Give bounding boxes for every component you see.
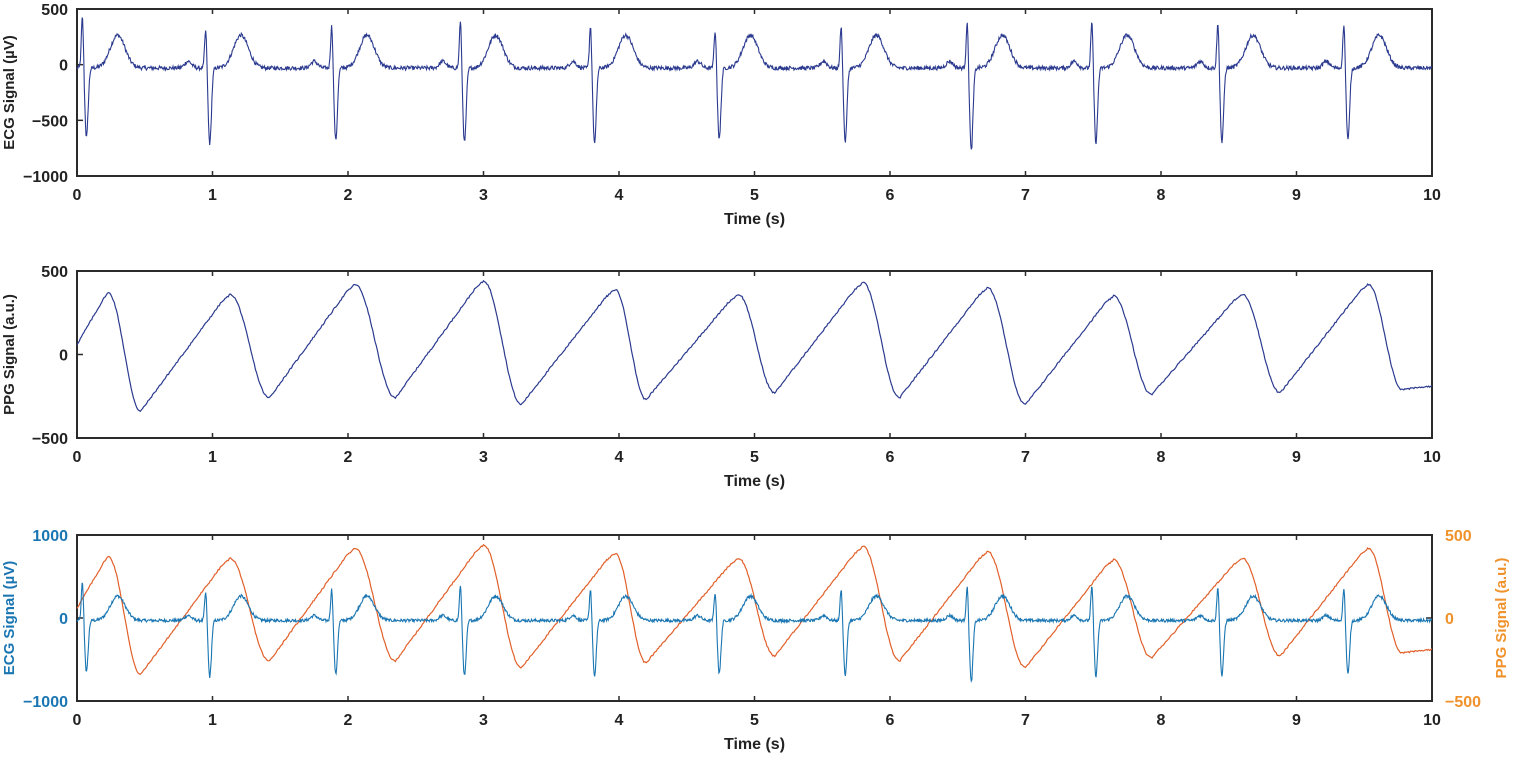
x-tick-label-3-8: 8: [1157, 712, 1166, 729]
y-right-axis-label: PPG Signal (a.u.): [1493, 558, 1510, 679]
ecg-series-line: [76, 17, 1433, 150]
x-tick-label-3-5: 5: [750, 712, 759, 729]
x-tick-label-2-4: 4: [615, 449, 624, 466]
x-tick-label-2-1: 1: [208, 449, 217, 466]
y-tick-label-3-0: 1000: [32, 528, 68, 545]
x-tick-label-1-5: 5: [750, 187, 759, 204]
x-tick-label-3-7: 7: [1021, 712, 1030, 729]
x-tick-label-2-3: 3: [479, 449, 488, 466]
x-tick-label-2-5: 5: [750, 449, 759, 466]
x-tick-label-2-9: 9: [1292, 449, 1301, 466]
x-tick-label-1-0: 0: [73, 187, 82, 204]
y-tick-label-3-2: −1000: [23, 694, 68, 711]
y-axis-label-2: PPG Signal (a.u.): [1, 294, 18, 415]
x-axis-label-2: Time (s): [724, 473, 785, 490]
overlay-ppg-series-line: [76, 543, 1433, 676]
x-axis-label-3: Time (s): [724, 736, 785, 753]
y-tick-label-1-3: −1000: [23, 169, 68, 186]
x-tick-label-1-1: 1: [208, 187, 217, 204]
y-tick-label-2-0: 500: [41, 264, 68, 281]
x-tick-label-2-7: 7: [1021, 449, 1030, 466]
y-right-tick-label-0: 500: [1445, 528, 1472, 545]
plot-frame-3: [76, 534, 1433, 702]
x-tick-label-3-9: 9: [1292, 712, 1301, 729]
x-tick-label-2-6: 6: [886, 449, 895, 466]
x-tick-label-1-2: 2: [344, 187, 353, 204]
y-tick-label-1-0: 500: [41, 2, 68, 19]
y-axis-label-3: ECG Signal (µV): [1, 561, 18, 676]
y-right-tick-label-2: −500: [1445, 694, 1481, 711]
y-tick-label-2-1: 0: [59, 348, 68, 365]
x-tick-label-3-4: 4: [615, 712, 624, 729]
x-tick-label-1-6: 6: [886, 187, 895, 204]
x-tick-label-1-3: 3: [479, 187, 488, 204]
y-tick-label-3-1: 0: [59, 611, 68, 628]
x-tick-label-3-0: 0: [73, 712, 82, 729]
ppg-series-line: [76, 279, 1433, 413]
x-tick-label-1-4: 4: [615, 187, 624, 204]
x-tick-label-2-10: 10: [1423, 449, 1441, 466]
overlay-ecg-series-line: [76, 582, 1433, 684]
y-tick-label-1-1: 0: [59, 58, 68, 75]
y-tick-label-2-2: −500: [32, 431, 68, 448]
y-tick-label-1-2: −500: [32, 113, 68, 130]
x-tick-label-1-9: 9: [1292, 187, 1301, 204]
x-tick-label-3-1: 1: [208, 712, 217, 729]
y-axis-label-1: ECG Signal (µV): [1, 35, 18, 150]
x-tick-label-3-6: 6: [886, 712, 895, 729]
x-tick-label-2-0: 0: [73, 449, 82, 466]
plot-frame-2: [76, 270, 1433, 439]
x-tick-label-3-2: 2: [344, 712, 353, 729]
x-tick-label-2-8: 8: [1157, 449, 1166, 466]
x-tick-label-1-10: 10: [1423, 187, 1441, 204]
x-tick-label-3-10: 10: [1423, 712, 1441, 729]
x-tick-label-3-3: 3: [479, 712, 488, 729]
plot-frame-1: [76, 8, 1433, 177]
x-tick-label-2-2: 2: [344, 449, 353, 466]
x-axis-label-1: Time (s): [724, 211, 785, 228]
x-tick-label-1-7: 7: [1021, 187, 1030, 204]
y-right-tick-label-1: 0: [1445, 611, 1454, 628]
x-tick-label-1-8: 8: [1157, 187, 1166, 204]
